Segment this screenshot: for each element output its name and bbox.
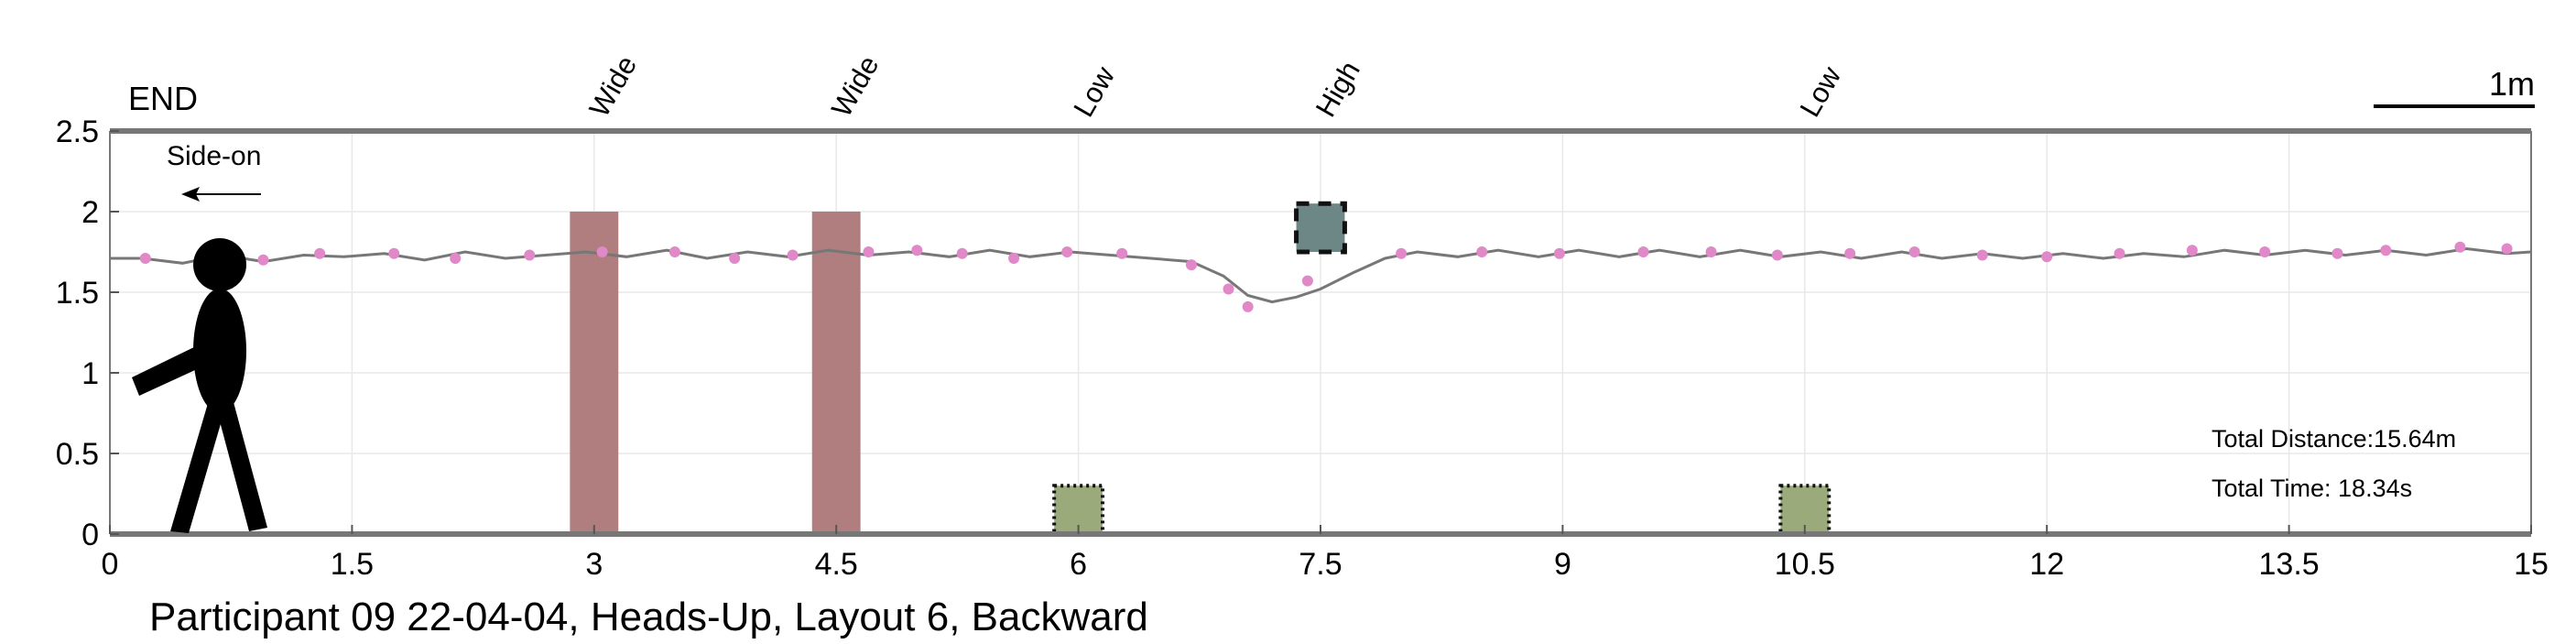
footstep-marker bbox=[668, 246, 680, 257]
footstep-marker bbox=[2331, 247, 2343, 259]
footstep-marker bbox=[787, 249, 799, 261]
footstep-marker bbox=[450, 253, 462, 265]
x-tick-label: 7.5 bbox=[1299, 547, 1342, 582]
obstacle-wide bbox=[811, 212, 861, 534]
footstep-marker bbox=[314, 247, 326, 259]
footstep-marker bbox=[1771, 249, 1783, 261]
y-tick-label: 0 bbox=[82, 518, 99, 552]
footstep-marker bbox=[1061, 246, 1073, 257]
obstacle-label: Low bbox=[1067, 60, 1121, 122]
footstep-marker bbox=[1637, 246, 1649, 257]
walking-person-icon bbox=[132, 238, 267, 533]
footstep-marker bbox=[2041, 251, 2053, 263]
footstep-marker bbox=[388, 247, 400, 259]
direction-arrow-icon bbox=[181, 187, 261, 202]
y-axis-ticks: 0 0.5 1 1.5 2 2.5 bbox=[56, 115, 119, 552]
obstacle-high bbox=[1294, 201, 1347, 255]
footstep-marker bbox=[596, 246, 608, 257]
x-axis-ticks: 0 1.5 3 4.5 6 7.5 9 10.5 12 13.5 15 bbox=[102, 525, 2549, 582]
footstep-marker bbox=[1908, 246, 1920, 257]
footstep-marker bbox=[1223, 283, 1234, 295]
x-tick-label: 9 bbox=[1554, 547, 1571, 582]
footstep-marker bbox=[1242, 300, 1254, 312]
y-tick-label: 1.5 bbox=[56, 276, 99, 311]
x-tick-label: 13.5 bbox=[2259, 547, 2320, 582]
y-tick-label: 2 bbox=[82, 195, 99, 230]
footstep-marker bbox=[1116, 247, 1128, 259]
x-tick-label: 12 bbox=[2029, 547, 2064, 582]
footstep-markers bbox=[139, 241, 2513, 312]
obstacle-label: Wide bbox=[825, 50, 886, 123]
total-distance-text: Total Distance:15.64m bbox=[2212, 425, 2456, 453]
footstep-marker bbox=[1476, 246, 1488, 257]
obstacle-labels: Wide Wide Low High Low bbox=[583, 50, 1848, 123]
y-tick-label: 1 bbox=[82, 356, 99, 391]
x-tick-label: 4.5 bbox=[815, 547, 858, 582]
obstacle-label: High bbox=[1310, 56, 1366, 123]
x-tick-label: 10.5 bbox=[1775, 547, 1835, 582]
footstep-marker bbox=[1705, 246, 1717, 257]
x-tick-label: 1.5 bbox=[331, 547, 374, 582]
x-tick-label: 0 bbox=[102, 547, 119, 582]
footstep-marker bbox=[1008, 253, 1020, 265]
chart-title: Participant 09 22-04-04, Heads-Up, Layou… bbox=[149, 595, 1148, 639]
footstep-marker bbox=[863, 246, 875, 257]
x-tick-label: 15 bbox=[2514, 547, 2549, 582]
footstep-marker bbox=[1396, 247, 1408, 259]
footstep-marker bbox=[2259, 246, 2271, 257]
footstep-marker bbox=[139, 253, 151, 265]
footstep-marker bbox=[2501, 243, 2513, 255]
obstacle-label: Low bbox=[1794, 60, 1848, 122]
obstacle-label: Wide bbox=[583, 50, 644, 123]
footstep-marker bbox=[2186, 245, 2198, 257]
footstep-marker bbox=[2454, 241, 2466, 253]
y-tick-label: 0.5 bbox=[56, 437, 99, 472]
footstep-marker bbox=[1844, 247, 1856, 259]
footstep-marker bbox=[729, 253, 741, 265]
grid bbox=[110, 131, 2531, 534]
footstep-marker bbox=[524, 249, 536, 261]
end-label: END bbox=[128, 80, 198, 117]
footstep-marker bbox=[956, 247, 968, 259]
footstep-marker bbox=[911, 245, 923, 257]
footstep-marker bbox=[1976, 249, 1988, 261]
scale-bar-label: 1m bbox=[2489, 65, 2535, 103]
x-tick-label: 3 bbox=[585, 547, 603, 582]
x-tick-label: 6 bbox=[1070, 547, 1087, 582]
direction-label: Side-on bbox=[167, 141, 261, 171]
footstep-marker bbox=[1185, 259, 1197, 271]
footstep-marker bbox=[257, 254, 269, 266]
footstep-marker bbox=[1553, 247, 1565, 259]
y-tick-label: 2.5 bbox=[56, 115, 99, 149]
footstep-marker bbox=[1301, 275, 1313, 287]
scale-bar: 1m bbox=[2374, 65, 2535, 108]
obstacles bbox=[570, 201, 1831, 537]
obstacle-wide bbox=[570, 212, 619, 534]
total-time-text: Total Time: 18.34s bbox=[2212, 475, 2412, 502]
footstep-marker bbox=[2380, 245, 2392, 257]
footstep-marker bbox=[2114, 247, 2125, 259]
